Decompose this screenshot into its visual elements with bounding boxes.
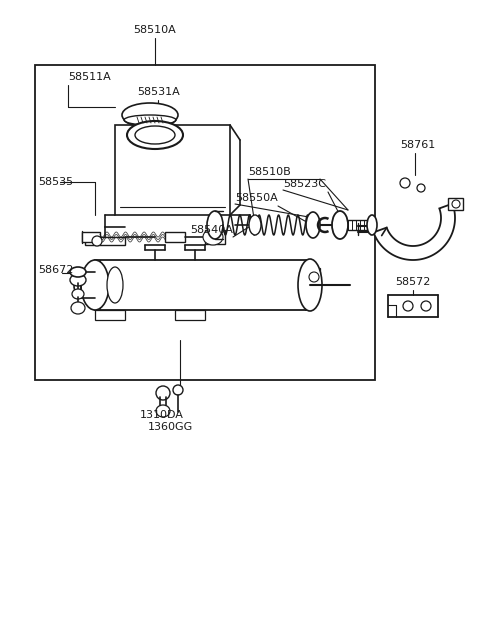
- Ellipse shape: [72, 289, 84, 299]
- Ellipse shape: [403, 301, 413, 311]
- Text: 58540A: 58540A: [190, 225, 233, 235]
- Bar: [85, 237, 125, 245]
- Ellipse shape: [306, 212, 320, 238]
- Ellipse shape: [71, 302, 85, 314]
- Bar: [205, 230, 225, 244]
- Text: 58535: 58535: [38, 177, 73, 187]
- Ellipse shape: [107, 267, 123, 303]
- Ellipse shape: [207, 211, 223, 239]
- Ellipse shape: [92, 236, 102, 246]
- Text: 58510B: 58510B: [248, 167, 291, 177]
- Polygon shape: [448, 198, 463, 210]
- Ellipse shape: [400, 178, 410, 188]
- Ellipse shape: [124, 115, 176, 125]
- Ellipse shape: [156, 405, 170, 417]
- Text: 58550A: 58550A: [235, 193, 278, 203]
- Ellipse shape: [332, 211, 348, 239]
- Text: 58761: 58761: [400, 140, 435, 150]
- Polygon shape: [373, 204, 455, 260]
- Ellipse shape: [452, 200, 460, 208]
- Text: 58531A: 58531A: [137, 87, 180, 97]
- Text: 1310DA: 1310DA: [140, 410, 184, 420]
- Ellipse shape: [122, 103, 178, 127]
- Ellipse shape: [70, 267, 86, 277]
- Ellipse shape: [127, 121, 183, 149]
- Bar: [175, 310, 205, 320]
- Ellipse shape: [421, 301, 431, 311]
- Bar: [95, 260, 310, 310]
- Text: 1360GG: 1360GG: [148, 422, 193, 432]
- Bar: [115, 125, 230, 215]
- Bar: [35, 65, 375, 380]
- Ellipse shape: [135, 126, 175, 144]
- Ellipse shape: [417, 184, 425, 192]
- Text: 58672: 58672: [38, 265, 73, 275]
- Text: 58572: 58572: [395, 277, 431, 287]
- Bar: [95, 310, 125, 320]
- Ellipse shape: [298, 259, 322, 311]
- Text: 58523C: 58523C: [283, 179, 326, 189]
- Ellipse shape: [156, 386, 170, 400]
- Ellipse shape: [309, 272, 319, 282]
- Ellipse shape: [249, 215, 261, 235]
- Bar: [82, 232, 100, 242]
- Text: 58511A: 58511A: [68, 72, 111, 82]
- Text: 58510A: 58510A: [133, 25, 176, 35]
- Ellipse shape: [367, 215, 377, 235]
- Ellipse shape: [81, 260, 109, 310]
- Bar: [305, 268, 320, 286]
- Ellipse shape: [203, 229, 223, 245]
- Ellipse shape: [173, 385, 183, 395]
- Bar: [165, 232, 185, 242]
- Ellipse shape: [70, 274, 86, 286]
